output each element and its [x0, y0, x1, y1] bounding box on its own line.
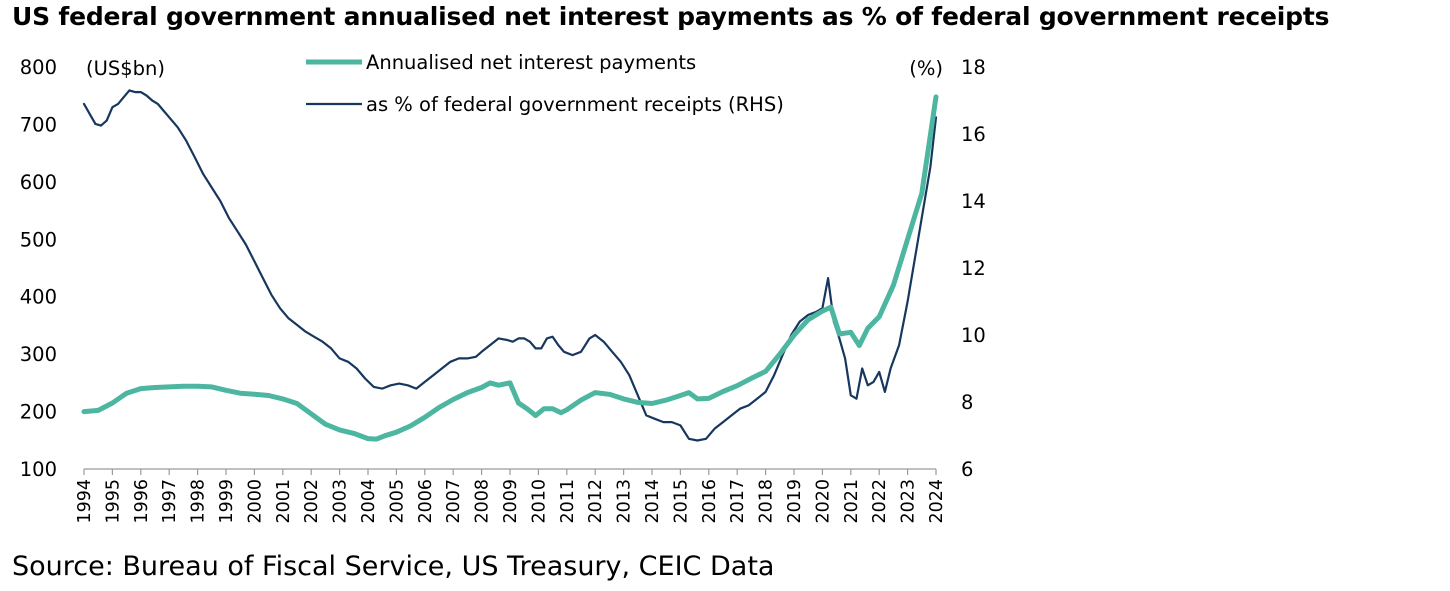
left-tick-label: 600 [20, 171, 57, 194]
x-tick-label: 2005 [387, 479, 407, 524]
right-tick-label: 12 [961, 257, 986, 280]
x-tick-label: 2015 [671, 479, 691, 524]
x-tick-label: 2017 [728, 479, 748, 524]
x-tick-label: 2004 [359, 479, 379, 524]
right-tick-label: 6 [961, 458, 973, 481]
x-tick-label: 2010 [529, 479, 549, 524]
series-line-pct-of-receipts [82, 89, 938, 442]
left-tick-label: 300 [20, 343, 57, 366]
x-tick-label: 2003 [331, 479, 351, 524]
x-tick-label: 2012 [586, 479, 606, 524]
x-tick-label: 2022 [870, 479, 890, 524]
x-tick-label: 2019 [785, 479, 805, 524]
x-tick-label: 2014 [643, 479, 663, 524]
x-tick-label: 2023 [899, 479, 919, 524]
x-tick-label: 1994 [75, 479, 95, 524]
legend-label-net-interest: Annualised net interest payments [366, 51, 696, 74]
right-tick-label: 8 [961, 391, 973, 414]
series-line-net-interest-payments [81, 94, 939, 442]
left-tick-label: 200 [20, 401, 57, 424]
legend: Annualised net interest payments as % of … [306, 51, 784, 116]
x-tick-label: 2000 [245, 479, 265, 524]
left-tick-label: 700 [20, 113, 57, 136]
x-tick-label: 1995 [103, 479, 123, 524]
x-tick-label: 2002 [302, 479, 322, 524]
left-tick-label: 400 [20, 286, 57, 309]
x-tick-label: 1999 [217, 479, 237, 524]
right-tick-label: 16 [961, 123, 986, 146]
right-tick-label: 14 [961, 190, 986, 213]
left-tick-label: 100 [20, 458, 57, 481]
legend-label-pct-receipts: as % of federal government receipts (RHS… [366, 93, 784, 116]
chart-title: US federal government annualised net int… [12, 2, 1330, 31]
x-tick-label: 2009 [501, 479, 521, 524]
x-tick-label: 1997 [160, 479, 180, 524]
source-note: Source: Bureau of Fiscal Service, US Tre… [12, 551, 775, 582]
x-tick-label: 2018 [757, 479, 777, 524]
series-layer [81, 89, 939, 442]
x-tick-label: 2024 [927, 479, 947, 524]
x-tick-label: 2006 [416, 479, 436, 524]
right-tick-label: 10 [961, 324, 986, 347]
x-tick-label: 2001 [274, 479, 294, 524]
x-tick-label: 2011 [558, 479, 578, 524]
x-tick-label: 2016 [700, 479, 720, 524]
x-tick-label: 2020 [813, 479, 833, 524]
left-tick-label: 500 [20, 228, 57, 251]
right-tick-label: 18 [961, 56, 986, 79]
x-tick-label: 2008 [473, 479, 493, 524]
x-tick-label: 2007 [444, 479, 464, 524]
left-axis-unit: (US$bn) [86, 57, 165, 80]
x-tick-label: 1998 [189, 479, 209, 524]
right-axis-unit: (%) [909, 57, 943, 80]
left-tick-label: 800 [20, 56, 57, 79]
x-tick-label: 2013 [615, 479, 635, 524]
axes: 1994 1995 1996 1997 1998 1999 2000 2001 2002 2003… [20, 56, 986, 524]
x-tick-label: 1996 [132, 479, 152, 524]
x-tick-label: 2021 [842, 479, 862, 524]
